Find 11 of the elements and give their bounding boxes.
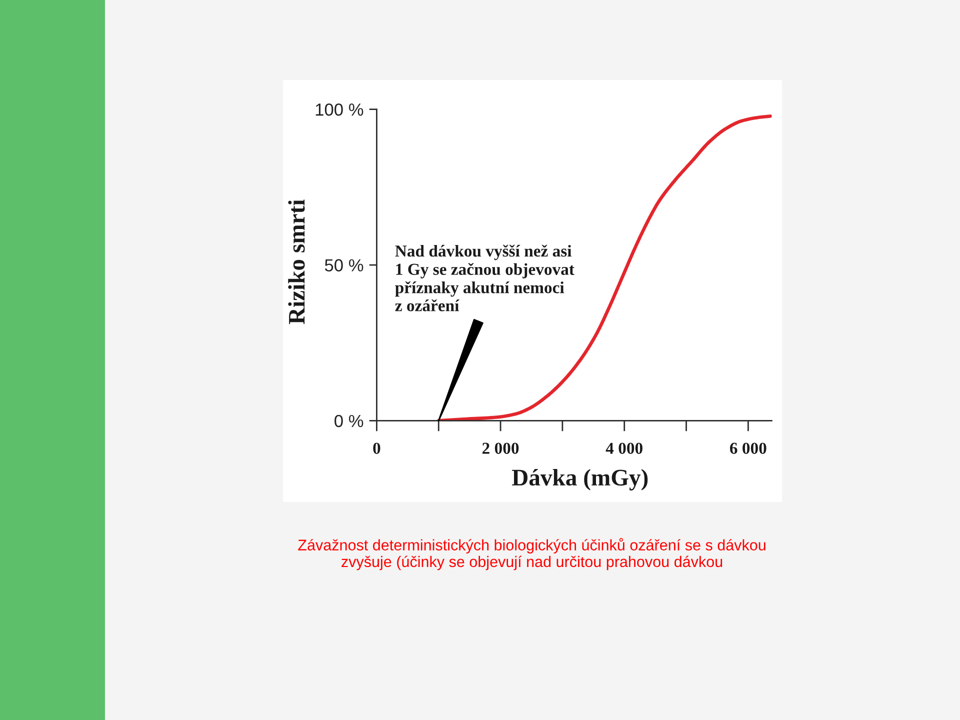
x-tick-label: 2 000 [482, 442, 519, 454]
y-tick-label: 100 % [316, 103, 364, 116]
x-axis-title: Dávka (mGy) [512, 468, 648, 490]
x-tick-label: 4 000 [606, 442, 642, 454]
x-tick-label: 6 000 [730, 442, 766, 454]
y-axis-title: Riziko smrti [288, 200, 305, 324]
text: Závažnost deterministických biologických účinků ozáření se s dávkou zvyšuje (účinky se objevují nad určitou prahovou dávkou [298, 538, 766, 570]
y-tick-label: 50 % [324, 259, 364, 272]
x-tick-label: 0 [373, 442, 380, 454]
annotation: Nad dávkou vyšší než asi 1 Gy se začnou objevovat příznaky akutní nemoci z ozáření [395, 244, 574, 312]
y-tick-label: 0 % [334, 414, 364, 428]
